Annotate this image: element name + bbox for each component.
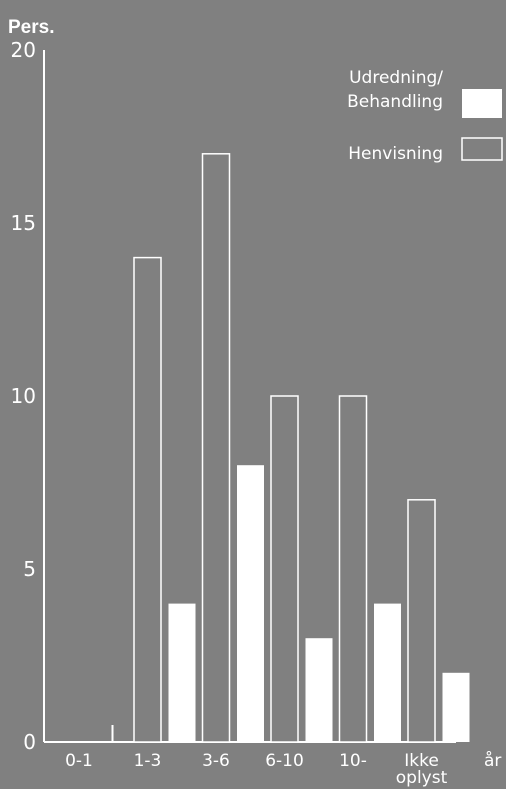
x-tick-label: 10-: [339, 751, 367, 771]
y-tick-label: 10: [11, 384, 36, 408]
y-tick-label: 15: [11, 211, 36, 235]
bar-udredning-behandling: [374, 603, 401, 742]
y-tick-label: 0: [23, 730, 36, 754]
x-axis-label: år: [484, 750, 501, 771]
bar-henvisning: [133, 256, 162, 743]
bar-henvisning: [338, 395, 368, 743]
x-tick-label: Ikke oplyst: [396, 751, 448, 788]
bar-udredning-behandling: [442, 672, 470, 742]
bar-udredning-behandling: [237, 465, 264, 742]
x-tick-labels: 0-1 1-3 3-6 6-10 10- Ikke oplyst: [65, 751, 447, 788]
bar-udredning-behandling: [168, 603, 196, 742]
bars: [133, 153, 470, 743]
x-tick-label: 0-1: [65, 751, 93, 771]
y-tick-labels: 0 5 10 15 20: [11, 38, 36, 754]
bar-henvisning: [270, 395, 299, 743]
legend-label-henvisning: Henvisning: [348, 144, 443, 164]
x-tick-label: 6-10: [265, 751, 304, 771]
x-tick-label: 1-3: [134, 751, 162, 771]
legend-swatch-outline: [461, 137, 503, 161]
y-tick-label: 5: [23, 557, 36, 581]
bar-henvisning: [407, 499, 436, 743]
x-tick-label: 3-6: [202, 751, 230, 771]
legend: Udredning/Behandling Henvisning: [347, 68, 503, 164]
y-axis-label: Pers.: [8, 17, 54, 38]
legend-swatch-filled: [462, 89, 502, 118]
bar-udredning-behandling: [305, 638, 333, 742]
y-tick-label: 20: [11, 38, 36, 62]
legend-label-udredning-behandling: Udredning/Behandling: [347, 68, 443, 112]
bar-henvisning: [201, 153, 231, 743]
